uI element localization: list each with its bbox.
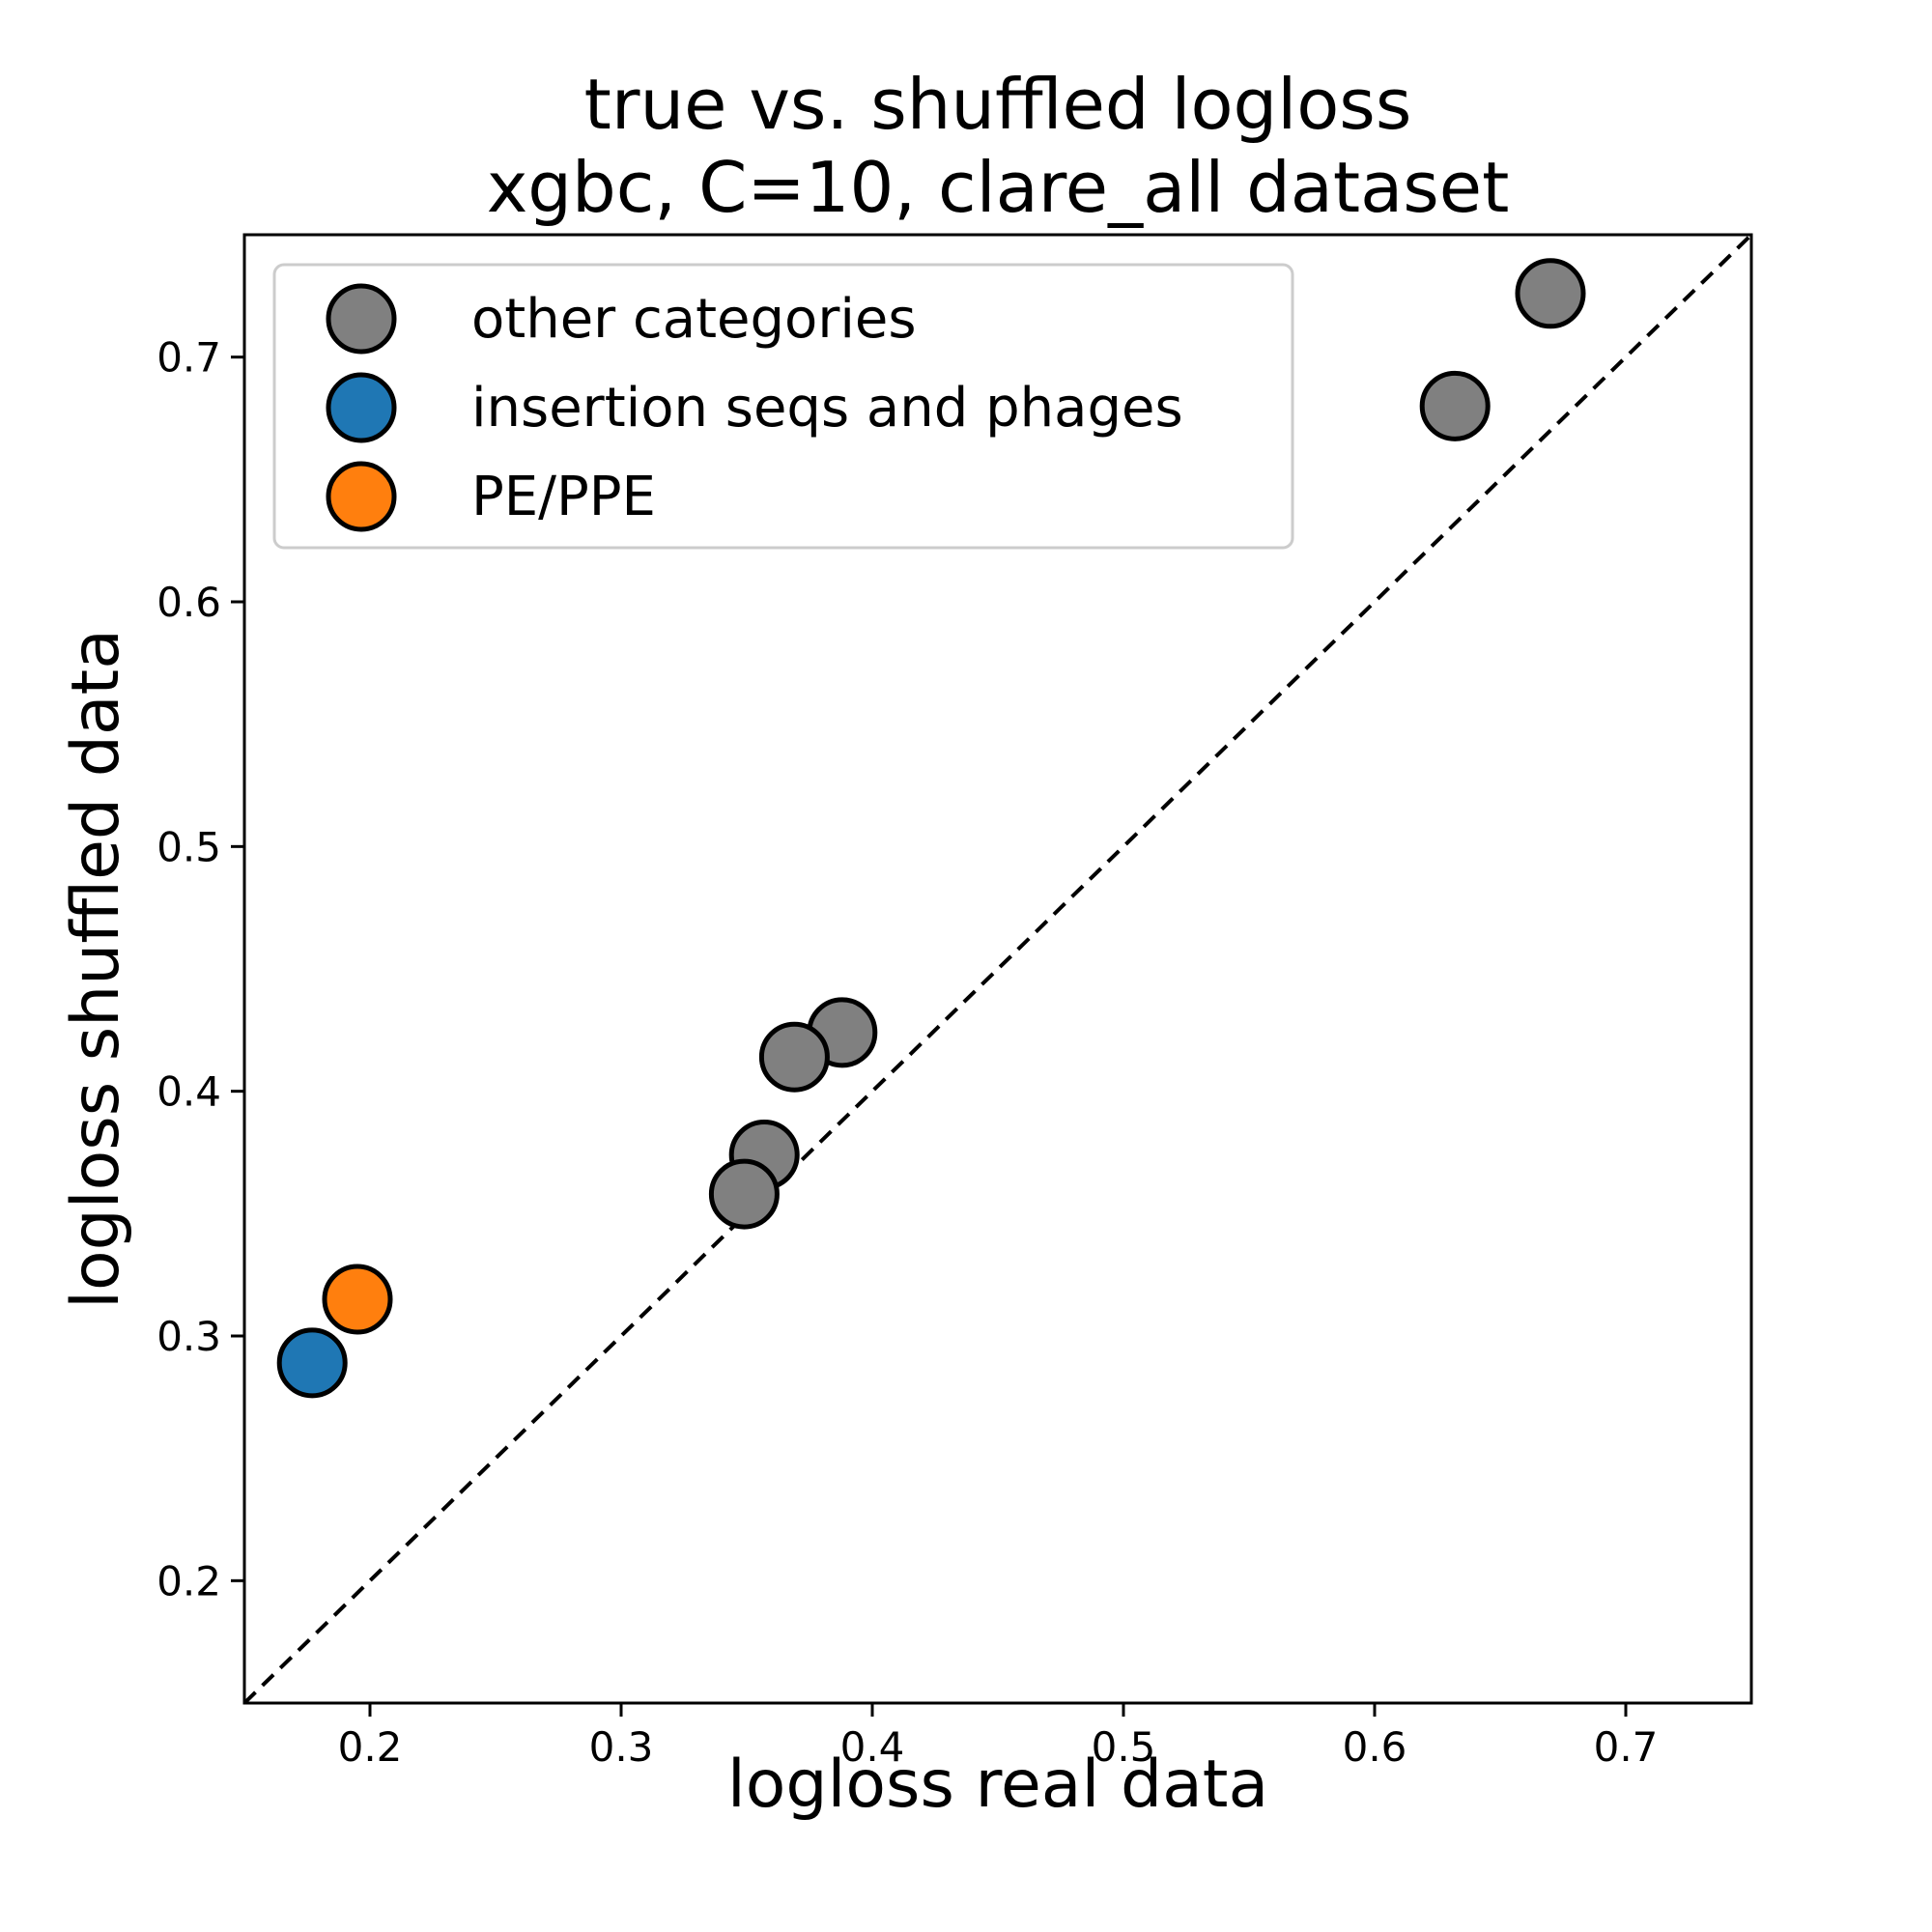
x-axis-label: logloss real data bbox=[727, 1747, 1268, 1823]
x-axis-ticks: 0.2 0.3 0.4 0.5 0.6 0.7 bbox=[338, 1703, 1659, 1771]
legend-marker-0 bbox=[326, 283, 397, 355]
y-tick-label: 0.7 bbox=[156, 334, 221, 382]
y-tick-label: 0.6 bbox=[156, 579, 221, 626]
legend-label-0: other categories bbox=[471, 288, 917, 351]
chart-title-line1: true vs. shuffled logloss bbox=[584, 64, 1412, 145]
y-tick-label: 0.4 bbox=[156, 1068, 221, 1116]
legend-label-2: PE/PPE bbox=[471, 466, 656, 528]
y-tick-label: 0.5 bbox=[156, 823, 221, 870]
legend-marker-1 bbox=[326, 372, 397, 443]
scatter-point-0-5 bbox=[708, 1158, 780, 1230]
legend-marker-2 bbox=[326, 461, 397, 532]
scatter-point-0-0 bbox=[1515, 258, 1586, 329]
plot-frame bbox=[242, 233, 1753, 1705]
x-tick-label: 0.5 bbox=[1092, 1723, 1156, 1771]
legend-box bbox=[272, 263, 1294, 550]
x-tick-label: 0.4 bbox=[840, 1723, 905, 1771]
legend: other categories insertion seqs and phage… bbox=[272, 263, 1294, 550]
x-tick-label: 0.6 bbox=[1343, 1723, 1407, 1771]
y-tick-label: 0.3 bbox=[156, 1313, 221, 1360]
scatter-point-0-3 bbox=[758, 1021, 830, 1093]
scatter-point-1-0 bbox=[276, 1327, 348, 1399]
scatter-point-2-0 bbox=[322, 1264, 393, 1335]
scatter-point-0-1 bbox=[1419, 370, 1491, 441]
y-tick-label: 0.2 bbox=[156, 1557, 221, 1605]
chart-title-line2: xgbc, C=10, clare_all dataset bbox=[487, 147, 1510, 228]
y-axis-label: logloss shuffled data bbox=[58, 629, 134, 1309]
scatter-points bbox=[276, 258, 1586, 1399]
x-tick-label: 0.3 bbox=[589, 1723, 654, 1771]
x-tick-label: 0.7 bbox=[1594, 1723, 1659, 1771]
y-axis-ticks: 0.2 0.3 0.4 0.5 0.6 0.7 bbox=[156, 334, 244, 1605]
legend-label-1: insertion seqs and phages bbox=[471, 377, 1183, 440]
x-tick-label: 0.2 bbox=[338, 1723, 403, 1771]
